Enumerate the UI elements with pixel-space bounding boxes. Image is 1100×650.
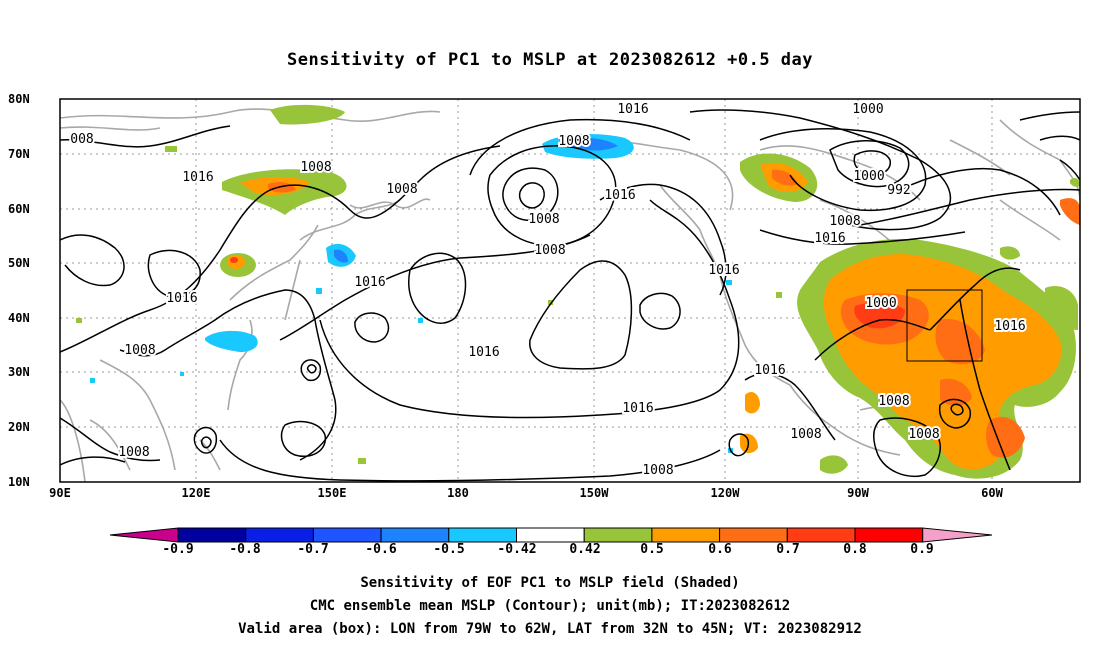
negative-sensitivity [90, 134, 733, 453]
colorbar-high-end [922, 527, 993, 543]
valid-area-box [906, 289, 983, 362]
colorbar-swatch [651, 527, 721, 543]
contour-label: 1008 [908, 427, 939, 442]
colorbar-label: 0.7 [776, 542, 800, 557]
lat-label-20n: 20N [8, 420, 30, 434]
colorbar-label: -0.42 [497, 542, 537, 557]
lat-label-80n: 80N [8, 92, 30, 106]
lon-label-180: 180 [447, 486, 469, 500]
contour-label: 1016 [354, 275, 385, 290]
lon-label-60w: 60W [981, 486, 1003, 500]
colorbar-swatch [516, 527, 585, 543]
contour-label: 1000 [852, 102, 883, 117]
contour-label: 1008 [558, 134, 589, 149]
colorbar-swatch [719, 527, 788, 543]
colorbar-label: -0.6 [365, 542, 397, 557]
contour-label: 1016 [754, 363, 785, 378]
lon-label-150e: 150E [317, 486, 347, 500]
contour-label: 1016 [814, 231, 845, 246]
colorbar-label: 0.42 [569, 542, 601, 557]
footer-line-1: Sensitivity of EOF PC1 to MSLP field (Sh… [360, 575, 740, 591]
positive-sensitivity [76, 104, 1080, 479]
lon-label-120e: 120E [181, 486, 211, 500]
contour-label: 1008 [300, 160, 331, 175]
colorbar-label: -0.8 [229, 542, 261, 557]
map-title: Sensitivity of PC1 to MSLP at 2023082612… [286, 50, 813, 70]
contour-label: 1016 [994, 319, 1025, 334]
contour-label: 1008 [829, 214, 860, 229]
contour-label: 1016 [468, 345, 499, 360]
colorbar-label: 0.9 [910, 542, 934, 557]
contour-label: 1016 [604, 188, 635, 203]
colorbar-swatch [448, 527, 517, 543]
lon-label-90e: 90E [49, 486, 71, 500]
contour-label: 008 [70, 132, 93, 147]
lat-label-50n: 50N [8, 256, 30, 270]
colorbar-swatch [380, 527, 450, 543]
colorbar-swatch [177, 527, 247, 543]
lat-label-30n: 30N [8, 365, 30, 379]
footer-line-2: CMC ensemble mean MSLP (Contour); unit(m… [309, 598, 791, 614]
contour-label: 1000 [865, 296, 896, 311]
map-frame [59, 98, 1081, 483]
colorbar-label: -0.5 [433, 542, 465, 557]
mslp-contours [60, 109, 1080, 482]
colorbar-label: 0.6 [708, 542, 732, 557]
contour-label: 1016 [617, 102, 648, 117]
lat-label-40n: 40N [8, 311, 30, 325]
lat-label-10n: 10N [8, 475, 30, 489]
contour-label: 1008 [790, 427, 821, 442]
contour-label: 1016 [622, 401, 653, 416]
lon-label-120w: 120W [710, 486, 740, 500]
contour-label: 1016 [708, 263, 739, 278]
lon-label-90w: 90W [847, 486, 869, 500]
colorbar-label: -0.7 [297, 542, 329, 557]
contour-label: 1008 [528, 212, 559, 227]
lat-label-70n: 70N [8, 147, 30, 161]
colorbar-low-end [109, 527, 179, 543]
contour-label: 1008 [124, 343, 155, 358]
colorbar-label: 0.8 [843, 542, 867, 557]
colorbar-swatch [245, 527, 314, 543]
colorbar-swatch [312, 527, 382, 543]
contour-label: 1008 [878, 394, 909, 409]
colorbar-label: -0.9 [162, 542, 194, 557]
contour-label: 1008 [642, 463, 673, 478]
contour-label: 1008 [386, 182, 417, 197]
contour-label: 1008 [534, 243, 565, 258]
footer-line-3: Valid area (box): LON from 79W to 62W, L… [238, 621, 862, 637]
contour-label: 992 [887, 183, 910, 198]
contour-label: 1008 [118, 445, 149, 460]
lon-label-150w: 150W [579, 486, 609, 500]
colorbar-swatch [786, 527, 856, 543]
contour-label: 1000 [853, 169, 884, 184]
lat-label-60n: 60N [8, 202, 30, 216]
contour-label: 1016 [166, 291, 197, 306]
colorbar-label: 0.5 [640, 542, 664, 557]
colorbar [109, 527, 993, 543]
contour-label: 1016 [182, 170, 213, 185]
contour-labels: 1016 008 1008 1016 1008 1008 1016 1016 1008 1016 1… [68, 100, 1027, 480]
colorbar-swatch [854, 527, 924, 543]
colorbar-swatch [583, 527, 653, 543]
